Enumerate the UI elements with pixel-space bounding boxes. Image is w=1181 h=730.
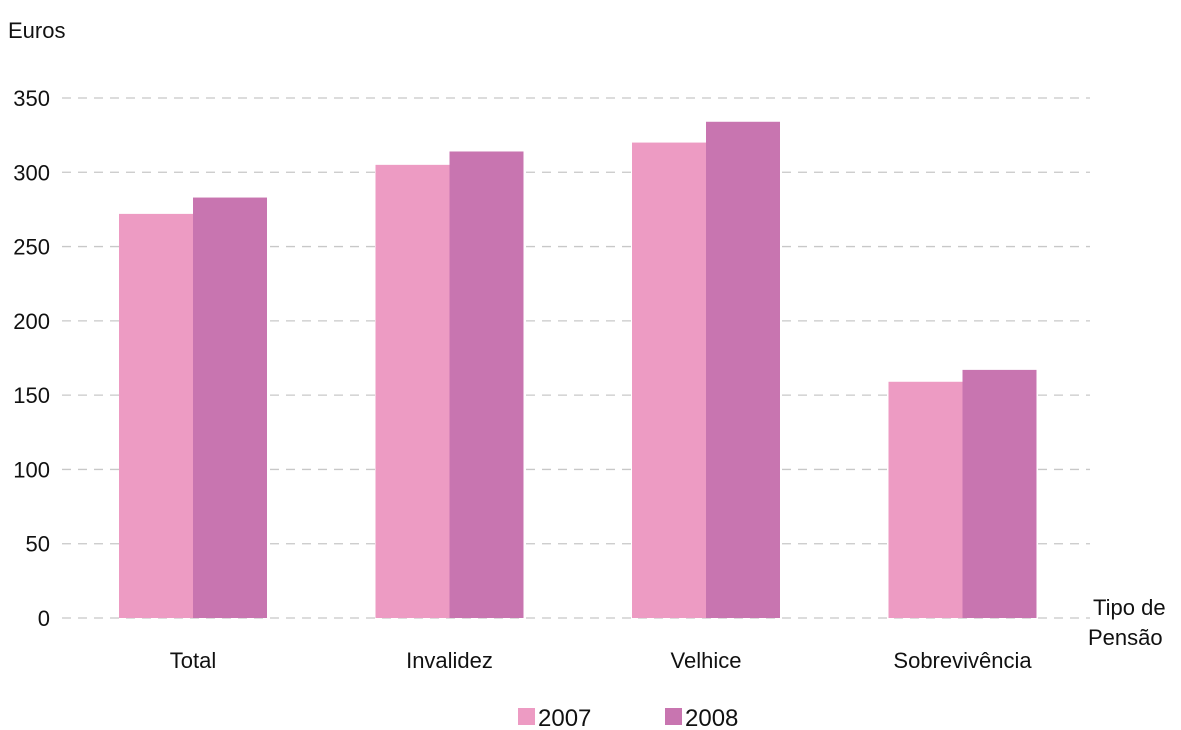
bar-2008-velhice [706,121,780,619]
category-label-1: Invalidez [406,648,493,673]
x-axis-title-line-1: Tipo de [1093,595,1166,620]
legend-label-2008: 2008 [685,705,738,730]
bar-2008-sobrevivência [962,369,1037,618]
y-tick-label-50: 50 [26,532,50,557]
x-axis-title-line-2: Pensão [1088,625,1163,650]
y-tick-label-0: 0 [38,606,50,631]
y-tick-label-100: 100 [13,457,50,482]
y-tick-label-250: 250 [13,235,50,260]
bar-2007-sobrevivência [888,381,963,618]
category-label-0: Total [170,648,216,673]
y-tick-label-350: 350 [13,86,50,111]
bar-2007-invalidez [375,164,450,618]
y-tick-label-300: 300 [13,160,50,185]
y-axis-title: Euros [8,18,65,43]
legend-swatch-2008 [665,708,682,725]
bar-2008-total [193,197,267,619]
y-tick-label-200: 200 [13,309,50,334]
legend: 2007 2008 [518,705,738,730]
category-label-2: Velhice [671,648,742,673]
legend-label-2007: 2007 [538,705,591,730]
bar-2008-invalidez [449,151,524,618]
y-tick-label-150: 150 [13,383,50,408]
x-axis-categories: Total Invalidez Velhice Sobrevivência [170,648,1033,673]
bars [119,121,1037,619]
bar-2007-total [119,213,193,618]
bar-2007-velhice [632,142,706,619]
y-axis-ticks: 0 50 100 150 200 250 300 350 [13,86,50,631]
category-label-3: Sobrevivência [893,648,1032,673]
legend-swatch-2007 [518,708,535,725]
